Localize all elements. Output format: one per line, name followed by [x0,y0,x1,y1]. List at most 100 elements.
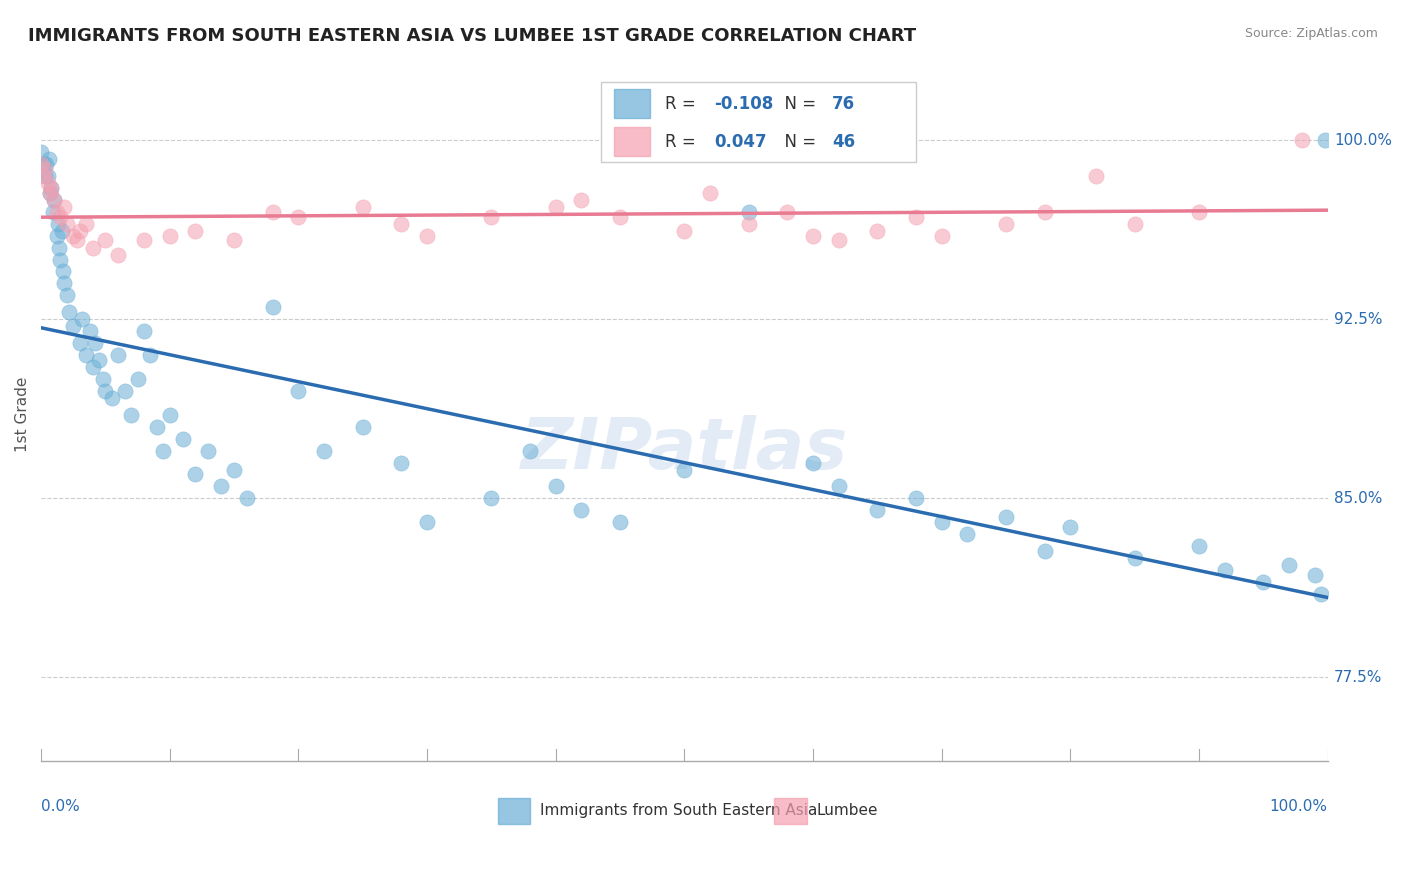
Point [41,204,63,219]
Point [82,359,104,374]
Point [41,181,63,195]
Text: 77.5%: 77.5% [1334,670,1382,685]
Point [132,324,155,338]
Text: N =: N = [775,133,821,151]
Point [42,193,65,207]
Point [519,443,541,458]
Point [72,312,94,326]
Point [866,503,889,517]
Point [287,210,309,224]
Point [1059,520,1081,534]
Point [479,210,502,224]
Point [287,384,309,398]
Text: -0.108: -0.108 [714,95,773,112]
Point [1310,587,1333,601]
Point [91,372,114,386]
Point [994,217,1017,231]
Point [37,176,59,190]
Point [69,224,91,238]
Point [101,391,124,405]
Point [152,443,174,458]
Point [1123,551,1146,566]
Point [737,204,759,219]
Point [32,169,55,183]
Point [1213,563,1236,577]
Point [609,515,631,529]
Point [352,419,374,434]
Point [56,217,79,231]
Text: 85.0%: 85.0% [1334,491,1382,506]
Point [107,348,129,362]
Point [1033,204,1056,219]
Point [69,336,91,351]
Point [416,515,439,529]
Text: N =: N = [775,95,821,112]
Point [159,408,181,422]
Point [127,372,149,386]
Point [49,252,72,267]
Point [222,234,245,248]
Point [94,234,117,248]
Point [37,169,59,183]
Point [931,228,953,243]
Point [1188,539,1211,553]
Point [46,217,69,231]
Point [314,443,336,458]
Point [34,161,56,176]
Text: R =: R = [665,95,702,112]
Point [1291,133,1313,147]
Point [1303,567,1326,582]
Point [30,145,52,160]
Point [389,217,412,231]
FancyBboxPatch shape [613,89,650,119]
Point [51,224,73,238]
FancyBboxPatch shape [600,82,915,162]
Point [1188,204,1211,219]
Text: Lumbee: Lumbee [817,804,879,818]
Text: 76: 76 [832,95,855,112]
Point [262,204,284,219]
Text: R =: R = [665,133,702,151]
Point [114,384,136,398]
Point [56,288,79,302]
Text: 100.0%: 100.0% [1270,799,1327,814]
Point [49,210,72,224]
Point [34,169,56,183]
Point [571,503,593,517]
Point [82,241,104,255]
Point [41,181,63,195]
Point [48,241,70,255]
Point [1033,544,1056,558]
Point [184,224,207,238]
Text: 100.0%: 100.0% [1334,133,1392,148]
Point [184,467,207,482]
Point [42,193,65,207]
Point [801,456,824,470]
Point [79,324,101,338]
Point [120,408,142,422]
Point [904,210,927,224]
Text: 92.5%: 92.5% [1334,311,1382,326]
Point [956,527,979,541]
Text: Source: ZipAtlas.com: Source: ZipAtlas.com [1244,27,1378,40]
Point [1085,169,1108,183]
Point [75,348,97,362]
Point [1313,133,1336,147]
Point [53,200,76,214]
Point [801,228,824,243]
Point [571,193,593,207]
Point [737,217,759,231]
Point [699,186,721,200]
Point [673,224,696,238]
Point [389,456,412,470]
Point [62,319,84,334]
Point [39,186,62,200]
Point [416,228,439,243]
Point [776,204,799,219]
FancyBboxPatch shape [775,797,807,824]
Point [52,264,75,278]
FancyBboxPatch shape [613,128,650,156]
Text: ZIPatlas: ZIPatlas [520,415,848,483]
Point [132,234,155,248]
FancyBboxPatch shape [498,797,530,824]
